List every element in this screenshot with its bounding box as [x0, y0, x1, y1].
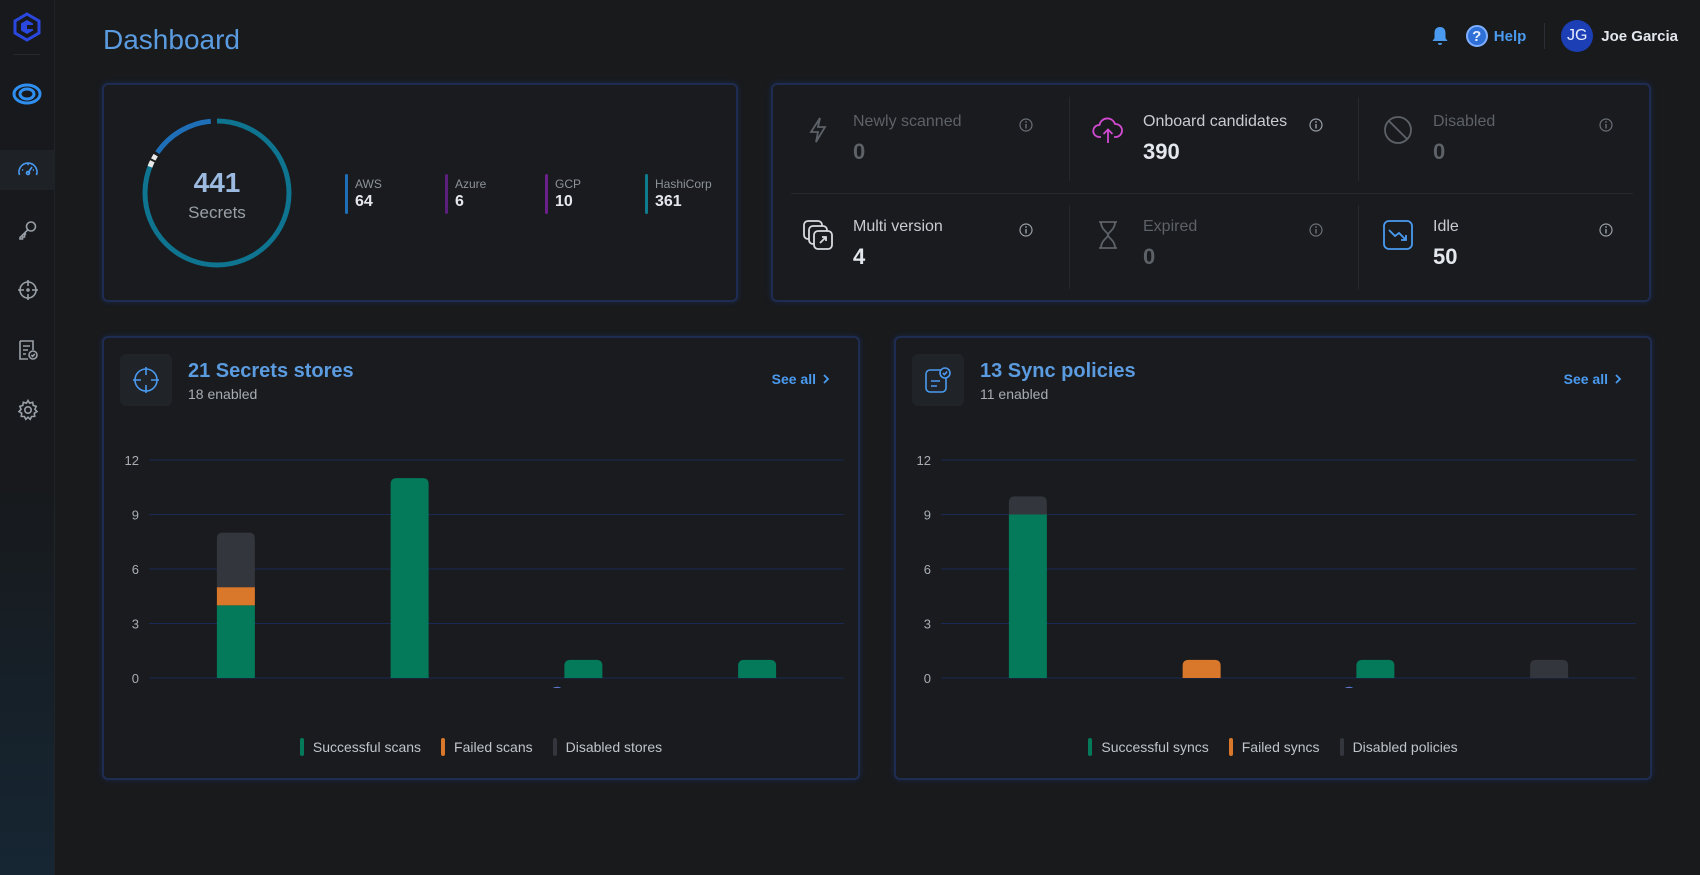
y-tick-label: 6	[924, 562, 931, 577]
y-tick-label: 12	[917, 453, 931, 468]
hourglass-icon	[1099, 221, 1117, 249]
header-divider	[1544, 23, 1546, 49]
chart-legend: Successful syncs Failed syncs Disabled p…	[896, 738, 1650, 756]
help-label: Help	[1493, 27, 1527, 45]
info-icon[interactable]	[1019, 118, 1033, 132]
bar-segment[interactable]	[390, 478, 429, 678]
bar-segment[interactable]	[1356, 659, 1395, 678]
panel-subtitle: 11 enabled	[980, 386, 1049, 402]
crosshair-icon	[133, 367, 159, 393]
panel-title: 21 Secrets stores	[188, 360, 354, 382]
chevron-right-icon	[823, 374, 830, 384]
y-tick-label: 3	[924, 617, 931, 632]
bar-segment[interactable]	[1530, 659, 1569, 678]
chart-legend: Successful scans Failed scans Disabled s…	[104, 738, 858, 756]
avatar[interactable]: JG	[1561, 20, 1594, 52]
panel-title: 13 Sync policies	[980, 360, 1136, 382]
aws-logo-icon: aws	[200, 685, 220, 688]
legend-item[interactable]: Failed scans	[441, 738, 533, 756]
panel-icon-box	[912, 354, 964, 406]
policy-document-icon	[925, 367, 951, 393]
secrets-stores-chart: 036912awsAWSHashiCorpHashiCorpGCPAzure	[125, 453, 844, 688]
bar-segment[interactable]	[1008, 496, 1047, 515]
secrets-stores-panel: 21 Secrets stores 18 enabled See all 0 3 6…	[102, 336, 860, 780]
cloud-upload-icon	[1092, 117, 1123, 143]
sidebar-item-dashboard[interactable]	[0, 150, 55, 190]
see-all-link[interactable]: See all	[772, 371, 830, 387]
y-tick-label: 0	[132, 671, 139, 686]
info-icon[interactable]	[1019, 223, 1033, 237]
document-check-icon	[18, 340, 38, 360]
provider-stat-gcp: GCP 10	[545, 174, 581, 214]
panel-subtitle: 18 enabled	[188, 386, 258, 402]
stat-disabled[interactable]: Disabled 0	[1353, 85, 1633, 175]
aws-logo-icon: aws	[992, 685, 1012, 688]
sync-policies-panel: 13 Sync policies 11 enabled See all 0 3 6 9…	[894, 336, 1652, 780]
legend-item[interactable]: Disabled stores	[552, 738, 662, 756]
key-icon	[18, 221, 36, 240]
disabled-icon	[1384, 116, 1412, 144]
bar-segment[interactable]	[1182, 659, 1221, 678]
sidebar-item-settings[interactable]	[0, 390, 55, 430]
idle-icon	[1383, 220, 1413, 250]
legend-item[interactable]: Disabled policies	[1339, 738, 1458, 756]
stat-idle[interactable]: Idle 50	[1353, 190, 1633, 280]
user-name[interactable]: Joe Garcia	[1601, 27, 1678, 45]
sidebar-divider	[14, 54, 40, 55]
sidebar-item-secrets[interactable]	[0, 210, 55, 250]
info-icon[interactable]	[1599, 118, 1613, 132]
question-icon: ?	[1465, 25, 1488, 47]
help-link[interactable]: ? Help	[1465, 25, 1527, 47]
bar-segment[interactable]	[1008, 514, 1047, 679]
bar-segment[interactable]	[216, 532, 255, 588]
brand-rings-icon	[12, 83, 42, 105]
bar-segment[interactable]	[738, 659, 777, 678]
stat-onboard-candidates[interactable]: Onboard candidates 390	[1063, 85, 1343, 175]
provider-stat-aws: AWS 64	[345, 174, 382, 214]
legend-item[interactable]: Failed syncs	[1228, 738, 1320, 756]
lightning-icon	[809, 117, 827, 143]
secret-stats-card: Newly scanned 0 Onboard candidates 390 D…	[771, 83, 1651, 302]
svg-text:aws: aws	[992, 685, 1012, 688]
stack-icon	[803, 220, 833, 250]
y-tick-label: 6	[132, 562, 139, 577]
y-tick-label: 9	[924, 508, 931, 523]
sidebar	[0, 0, 55, 875]
info-icon[interactable]	[1309, 223, 1323, 237]
sidebar-item-discovery[interactable]	[0, 270, 55, 310]
y-tick-label: 12	[125, 453, 139, 468]
y-tick-label: 9	[132, 508, 139, 523]
provider-stat-azure: Azure 6	[445, 174, 486, 214]
provider-stat-hashicorp: HashiCorp 361	[645, 174, 712, 214]
svg-text:aws: aws	[200, 685, 220, 688]
y-tick-label: 0	[924, 671, 931, 686]
sync-policies-chart: 036912awsAWSHashiCorpHashiCorpGCPAzure	[917, 453, 1636, 688]
info-icon[interactable]	[1309, 118, 1323, 132]
bar-segment[interactable]	[564, 659, 603, 678]
stat-expired[interactable]: Expired 0	[1063, 190, 1343, 280]
secrets-total: 441	[193, 167, 241, 198]
secrets-summary-card: 441 Secrets AWS 64 Azure 6 GCP 10 HashiC…	[102, 83, 738, 302]
secrets-donut-chart	[142, 118, 292, 268]
gauge-icon	[17, 162, 38, 176]
page-title: Dashboard	[103, 24, 240, 55]
sidebar-item-policies[interactable]	[0, 330, 55, 370]
header-actions: ? Help JG Joe Garcia	[1428, 20, 1678, 52]
y-tick-label: 3	[132, 617, 139, 632]
see-all-link[interactable]: See all	[1564, 371, 1622, 387]
app-logo-icon[interactable]	[12, 12, 42, 42]
secrets-total-label: Secrets	[188, 203, 246, 222]
bell-icon[interactable]	[1428, 24, 1452, 48]
gear-icon	[17, 398, 38, 421]
info-icon[interactable]	[1599, 223, 1613, 237]
stat-multi-version[interactable]: Multi version 4	[773, 190, 1053, 280]
legend-item[interactable]: Successful syncs	[1088, 738, 1209, 756]
crosshair-icon	[17, 280, 38, 300]
stat-newly-scanned[interactable]: Newly scanned 0	[773, 85, 1053, 175]
panel-icon-box	[120, 354, 172, 406]
bar-segment[interactable]	[216, 587, 255, 606]
bar-segment[interactable]	[216, 605, 255, 678]
legend-item[interactable]: Successful scans	[299, 738, 421, 756]
chevron-right-icon	[1615, 374, 1622, 384]
